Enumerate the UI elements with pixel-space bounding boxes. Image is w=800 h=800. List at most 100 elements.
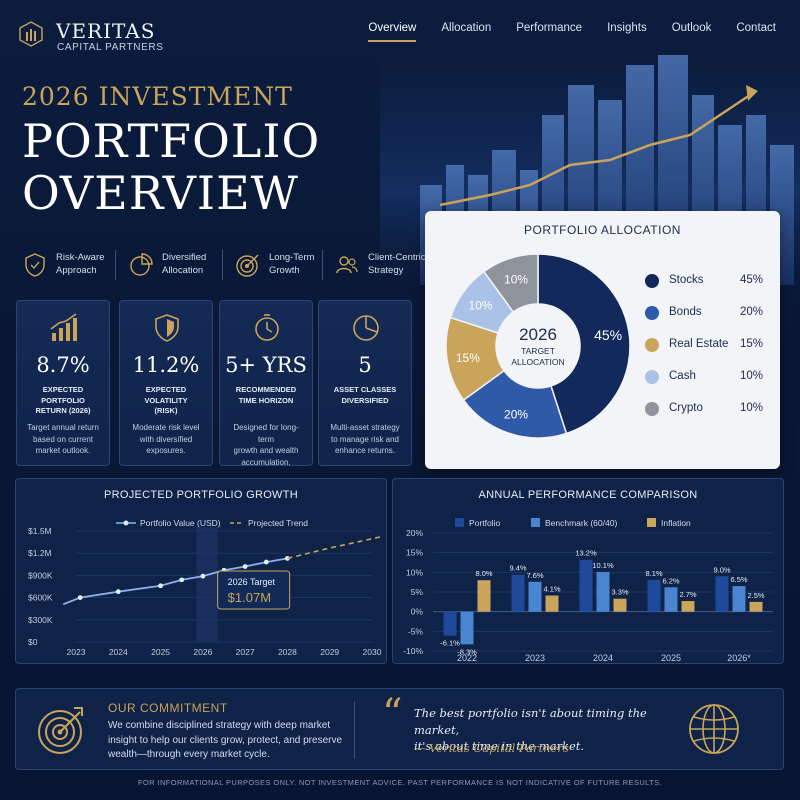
- quote-line2: it's about time in the market.: [414, 739, 585, 754]
- globe-icon: [689, 704, 739, 754]
- nav-performance[interactable]: Performance: [516, 22, 583, 34]
- legend-item-bonds: Bonds 20%: [645, 305, 763, 321]
- data-point: [263, 559, 269, 565]
- x-tick-label: 2029: [320, 647, 339, 657]
- x-tick-label: 2024: [593, 653, 613, 663]
- legend-label: Crypto: [669, 402, 703, 414]
- performance-bar-chart: Portfolio Benchmark (60/40) Inflation -10% -…: [403, 518, 773, 665]
- legend-swatch: [645, 274, 659, 288]
- value-line1: Long-Term: [269, 252, 315, 264]
- stat-desc-line2: based on current: [32, 434, 94, 444]
- stat-desc-line3: enhance returns.: [334, 446, 396, 456]
- legend-value: 15%: [739, 338, 763, 350]
- logo-mark-icon: [19, 21, 43, 47]
- legend-label: Benchmark (60/40): [545, 518, 617, 528]
- bar-value-label: 6.5%: [730, 575, 747, 584]
- growth-chart-title: PROJECTED PORTFOLIO GROWTH: [104, 489, 298, 501]
- legend-swatch: [645, 370, 659, 384]
- nav-outlook[interactable]: Outlook: [671, 22, 712, 34]
- target-callout-value: $1.07M: [228, 590, 271, 605]
- value-risk-aware: Risk-Aware Approach: [22, 249, 104, 281]
- bar-portfolio-2026: [715, 576, 729, 612]
- data-point: [200, 573, 206, 579]
- data-point: [115, 589, 121, 595]
- allocation-title: PORTFOLIO ALLOCATION: [524, 223, 681, 237]
- legend-item-cash: Cash 10%: [645, 369, 763, 385]
- stat-desc-line3: exposures.: [146, 446, 186, 456]
- legend-label: Stocks: [669, 274, 704, 286]
- bar-value-label: 8.1%: [645, 569, 662, 578]
- x-tick-label: 2027: [236, 647, 255, 657]
- legend-label: Inflation: [661, 518, 691, 528]
- y-tick-label: $1.5M: [28, 526, 52, 536]
- stat-card-return: 8.7% EXPECTED PORTFOLIO RETURN (2026) Ta…: [16, 300, 110, 466]
- growth-chart-panel: PROJECTED PORTFOLIO GROWTH Portfolio Val…: [15, 478, 387, 664]
- divider: [115, 250, 116, 280]
- legend-label-portfolio: Portfolio Value (USD): [140, 518, 221, 528]
- legend-swatch: [455, 518, 464, 527]
- stat-label-line2: DIVERSIFIED: [341, 395, 389, 405]
- x-tick-label: 2025: [661, 653, 681, 663]
- legend-label: Real Estate: [669, 338, 729, 350]
- bar-value-label: 2.5%: [747, 591, 764, 600]
- stat-card-asset-classes: 5 ASSET CLASSES DIVERSIFIED Multi-asset …: [318, 300, 412, 466]
- commitment-title: OUR COMMITMENT: [108, 701, 228, 715]
- nav-overview[interactable]: Overview: [368, 22, 417, 42]
- legend-value: 45%: [739, 274, 763, 286]
- bar-inflation-2023: [545, 595, 559, 612]
- y-tick-label: 15%: [406, 548, 423, 558]
- nav-contact[interactable]: Contact: [736, 22, 776, 34]
- header: VERITAS CAPITAL PARTNERS Overview Alloca…: [0, 0, 800, 60]
- y-tick-label: 5%: [411, 587, 424, 597]
- clock-icon: [255, 314, 279, 341]
- legend-swatch: [645, 338, 659, 352]
- legend-item-stocks: Stocks 45%: [645, 273, 763, 289]
- data-point: [158, 583, 163, 589]
- stat-card-volatility: 11.2% EXPECTED VOLATILITY (RISK) Moderat…: [119, 300, 213, 466]
- x-tick-label: 2023: [525, 653, 545, 663]
- bar-portfolio-2025: [647, 579, 661, 612]
- donut-center-line1: TARGET: [521, 346, 555, 356]
- data-point: [285, 555, 290, 561]
- divider: [222, 250, 223, 280]
- commitment-text: We combine disciplined strategy with dee…: [108, 720, 343, 760]
- legend-value: 20%: [739, 306, 763, 318]
- pie-slice-label: 45%: [594, 327, 622, 343]
- donut-center-line2: ALLOCATION: [511, 357, 564, 367]
- stat-label-line1: ASSET CLASSES: [333, 385, 397, 394]
- legend-item-real-estate: Real Estate 15%: [645, 337, 763, 353]
- stat-desc-line1: Target annual return: [27, 423, 99, 432]
- bar-value-label: 9.4%: [509, 564, 526, 573]
- stat-label-line2: TIME HORIZON: [238, 395, 294, 405]
- highlight-band-2026: [196, 527, 218, 642]
- target-callout-label: 2026 Target: [228, 577, 276, 587]
- y-tick-label: $0: [28, 637, 38, 647]
- stat-label-line2: RETURN (2026): [35, 406, 91, 415]
- y-tick-label: $600K: [28, 593, 53, 603]
- target-arrow-icon: [38, 707, 83, 754]
- brand-subtitle: CAPITAL PARTNERS: [57, 42, 164, 53]
- value-line2: Strategy: [368, 265, 404, 276]
- stat-value: 8.7%: [36, 353, 90, 377]
- allocation-panel: PORTFOLIO ALLOCATION 45% 20% 15% 10% 10% 202…: [425, 211, 780, 469]
- data-point: [242, 564, 248, 569]
- stat-label-line1: EXPECTED PORTFOLIO: [41, 385, 85, 405]
- bar-benchmark-60-40--2022: [460, 611, 474, 645]
- bar-value-label: 13.2%: [575, 549, 597, 558]
- x-tick-label: 2026: [193, 647, 212, 657]
- nav-insights[interactable]: Insights: [607, 22, 647, 34]
- bar-portfolio-2024: [579, 559, 593, 612]
- y-tick-label: 10%: [406, 567, 423, 577]
- data-point: [179, 577, 185, 583]
- legend-label: Bonds: [669, 306, 702, 318]
- legend-label-trend: Projected Trend: [248, 518, 308, 528]
- stat-desc-line1: Moderate risk level: [132, 423, 200, 432]
- pie-slice-label: 20%: [504, 408, 528, 422]
- bar-value-label: 2.7%: [679, 590, 696, 599]
- x-tick-label: 2024: [109, 647, 128, 657]
- divider: [354, 701, 355, 759]
- nav-allocation[interactable]: Allocation: [441, 22, 492, 34]
- quote-author: — Veritas Capital Partners: [414, 741, 569, 755]
- stat-label-line2: (RISK): [154, 406, 178, 415]
- series-line-portfolio: [62, 557, 288, 606]
